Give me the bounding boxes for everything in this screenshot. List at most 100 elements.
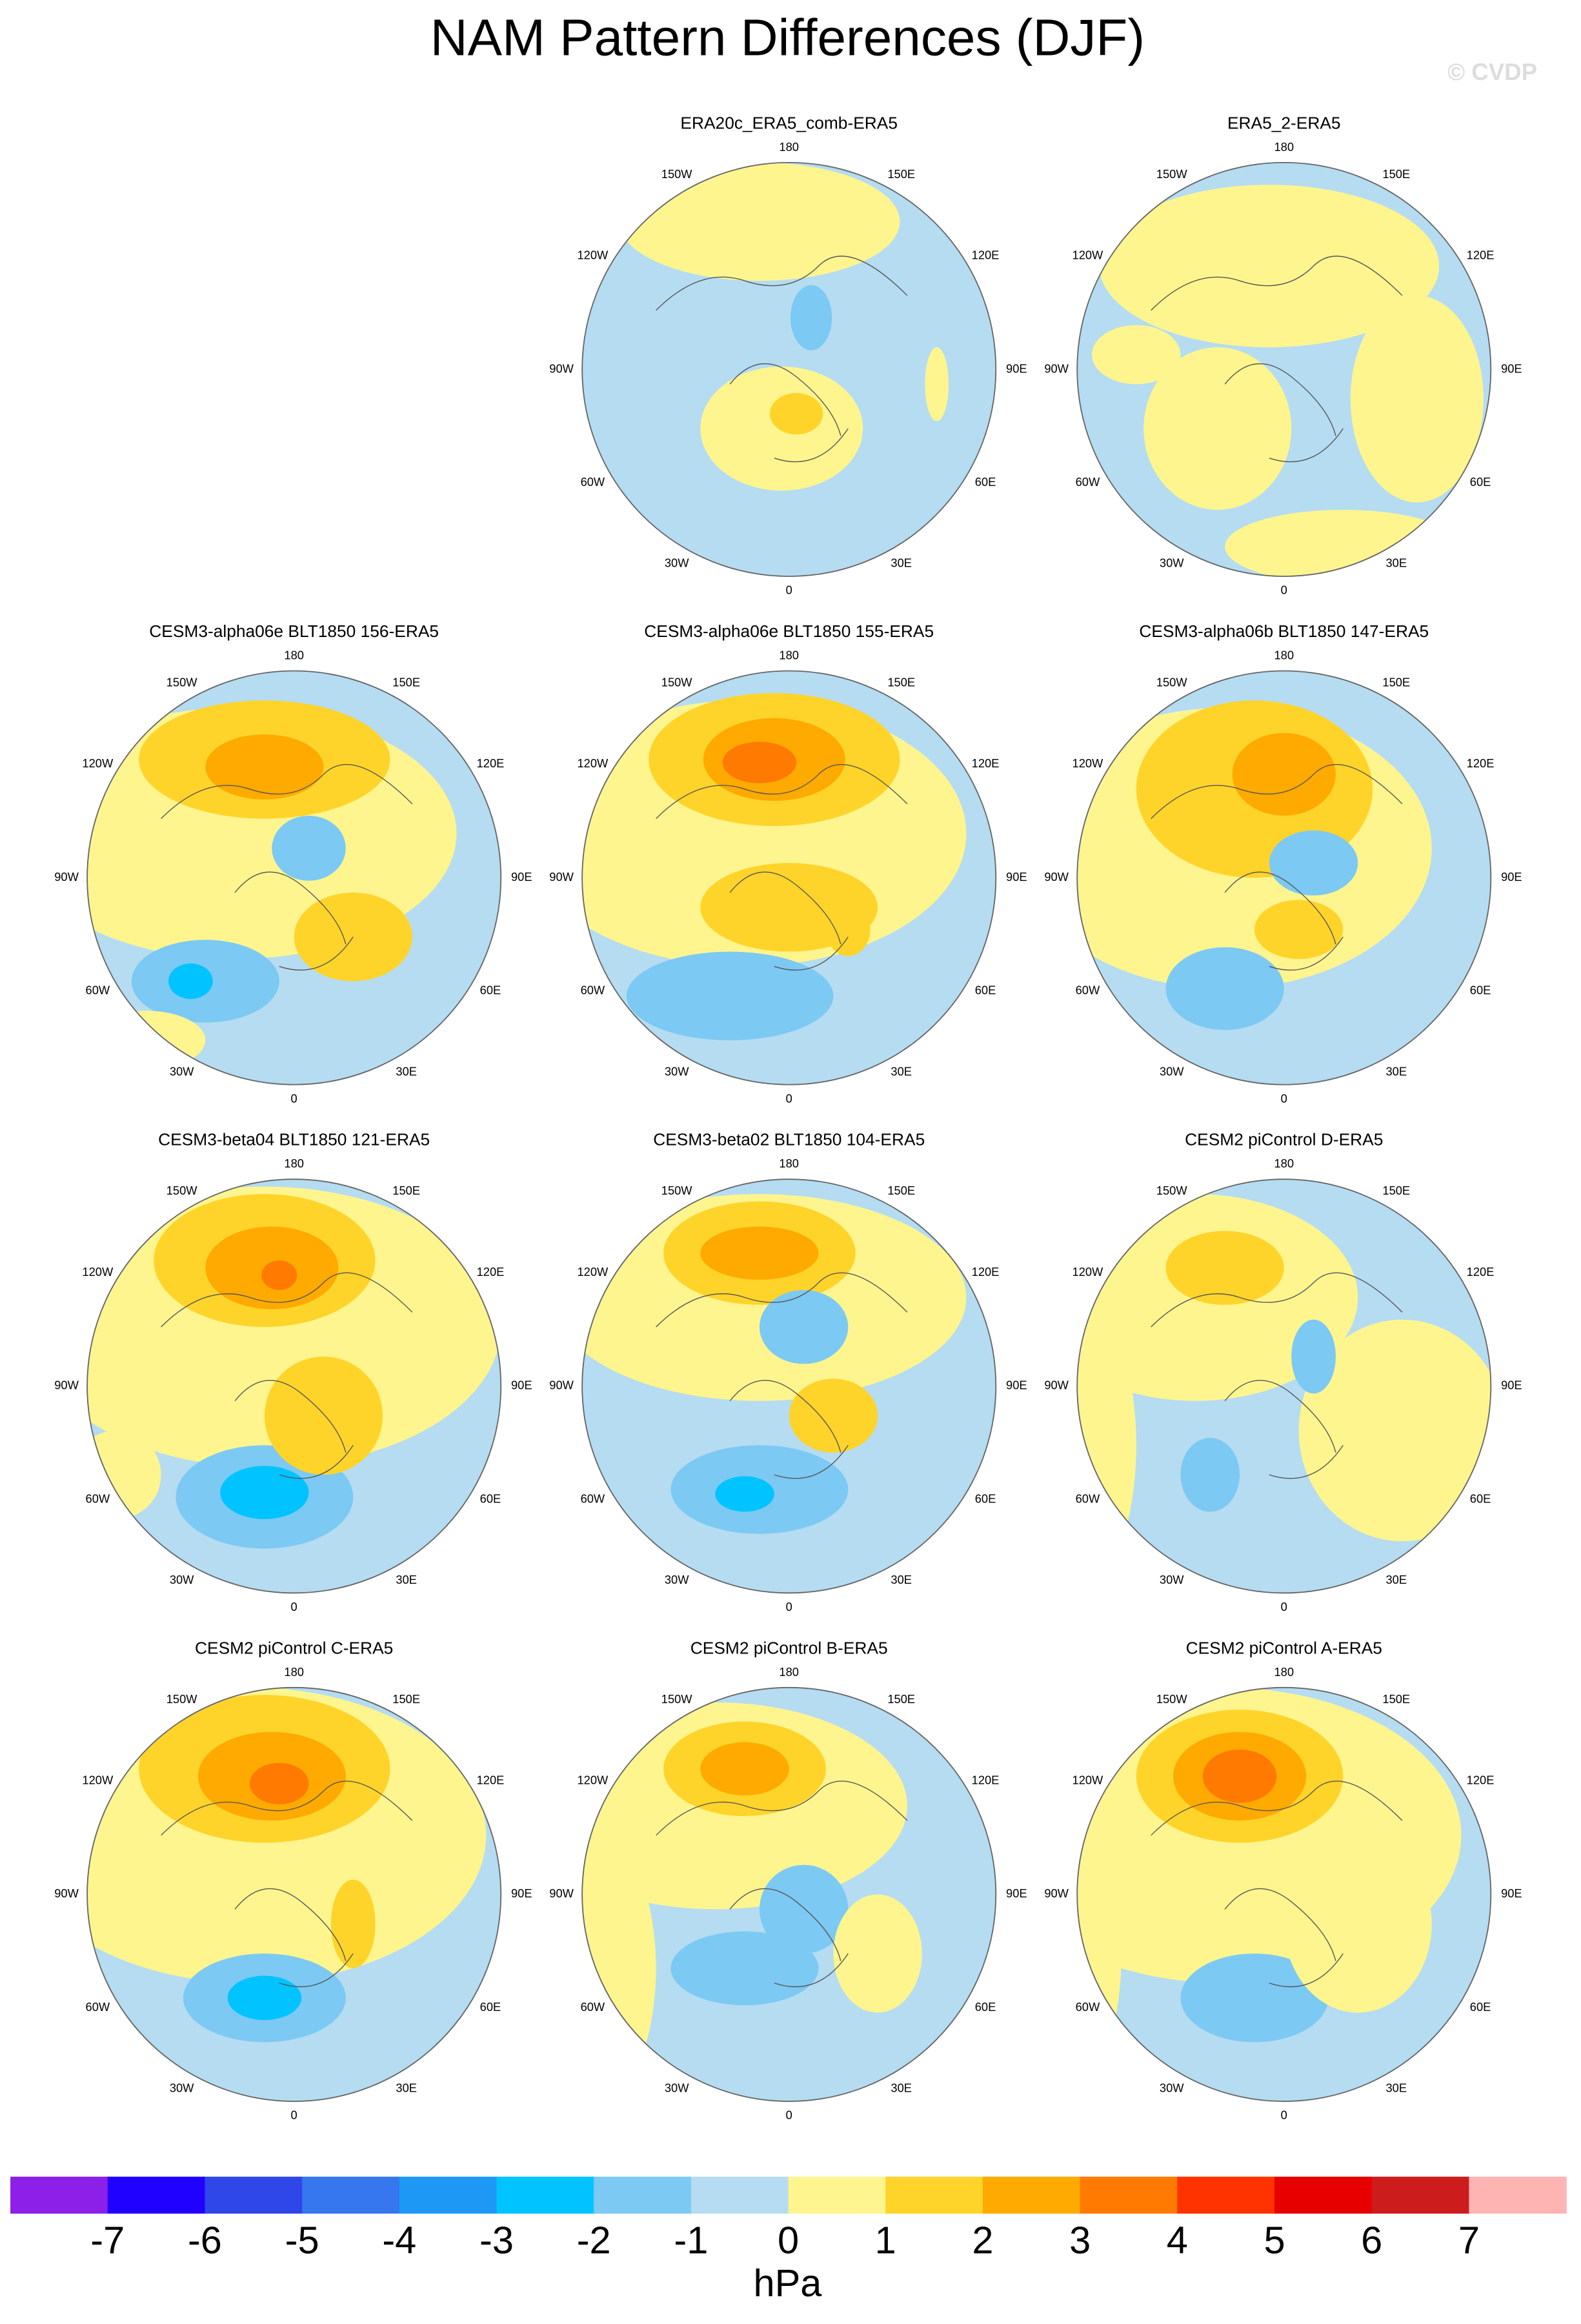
colorbar-label: -3: [479, 2218, 514, 2261]
contour-region: [833, 1894, 922, 2013]
lon-label: 0: [786, 1600, 792, 1613]
contour-region: [789, 1379, 878, 1453]
lon-label: 150W: [166, 1692, 198, 1706]
lon-label: 90E: [1501, 1379, 1522, 1392]
colorbar-box: [885, 2176, 983, 2214]
lon-label: 30E: [891, 2081, 912, 2095]
lon-label: 90W: [1044, 1886, 1069, 1900]
lon-label: 0: [1281, 2108, 1287, 2122]
lon-label: 120E: [1467, 248, 1495, 262]
map-panel: CESM3-beta02 BLT1850 104-ERA5 180 150E 120E…: [549, 1130, 1027, 1613]
lon-label: 180: [779, 1157, 799, 1170]
lon-label: 30E: [396, 1064, 417, 1078]
contour-region: [87, 1011, 206, 1070]
lon-label: 90W: [549, 361, 574, 375]
lon-label: 60W: [86, 2000, 110, 2014]
lon-label: 60W: [86, 1491, 110, 1505]
contour-region: [582, 1806, 656, 2101]
lon-label: 30E: [396, 2081, 417, 2095]
contour-region: [1092, 325, 1181, 385]
lon-label: 90W: [549, 870, 574, 884]
lon-label: 30W: [170, 1064, 194, 1078]
lon-label: 60W: [1076, 2000, 1100, 2014]
lon-label: 120E: [477, 1773, 505, 1787]
contour-region: [249, 1763, 309, 1804]
contour-region: [925, 347, 949, 421]
lon-label: 90W: [54, 1886, 79, 1900]
map-panel: CESM3-beta04 BLT1850 121-ERA5 180 150E 120E…: [54, 1130, 532, 1613]
map-panel: CESM3-alpha06e BLT1850 155-ERA5 180 150E 12…: [549, 621, 1027, 1105]
lon-label: 180: [779, 648, 799, 662]
lon-label: 30E: [891, 556, 912, 570]
contour-region: [220, 1466, 309, 1519]
contour-region: [1165, 947, 1284, 1030]
lon-label: 90E: [1501, 1886, 1522, 1900]
lon-label: 60W: [86, 984, 110, 997]
map-outline: [86, 670, 502, 1086]
lon-label: 180: [1274, 1665, 1294, 1679]
lon-label: 180: [284, 648, 304, 662]
lon-label: 30E: [891, 1064, 912, 1078]
lon-label: 60E: [1470, 984, 1491, 997]
lon-label: 180: [284, 1665, 304, 1679]
lon-label: 150E: [392, 676, 420, 689]
map-outline: [86, 1686, 502, 2102]
lon-label: 150W: [1156, 1184, 1188, 1197]
contour-region: [1291, 1319, 1336, 1394]
panel-title: CESM3-beta04 BLT1850 121-ERA5: [158, 1130, 430, 1149]
lon-label: 60E: [1470, 475, 1491, 489]
map-outline: [1076, 1178, 1492, 1594]
map-outline: [1076, 670, 1492, 1086]
colorbar-label: 0: [778, 2218, 799, 2261]
colorbar-box: [1080, 2176, 1178, 2214]
contour-region: [261, 1260, 297, 1290]
lon-label: 120E: [1467, 1773, 1495, 1787]
coastline: [1151, 256, 1403, 463]
lon-label: 60E: [480, 1491, 501, 1505]
contour-region: [1180, 1953, 1329, 2043]
contour-region: [1350, 295, 1484, 503]
contour-field: [87, 671, 501, 1085]
lon-label: 90E: [1006, 1379, 1027, 1392]
panel-title: CESM2 piControl D-ERA5: [1185, 1130, 1383, 1149]
panel-title: CESM3-alpha06e BLT1850 156-ERA5: [149, 621, 439, 641]
lon-label: 0: [291, 1600, 297, 1613]
lon-label: 120W: [82, 1773, 114, 1787]
lon-label: 90W: [549, 1379, 574, 1392]
lon-label: 60E: [480, 2000, 501, 2014]
colorbar-box: [982, 2176, 1081, 2214]
map-panel: CESM2 piControl D-ERA5 180 150E 120E 90E 60E 3…: [1044, 1130, 1522, 1613]
coastline: [1151, 1781, 1403, 1988]
contour-region: [1143, 347, 1292, 510]
contour-field: [1077, 671, 1491, 1085]
lon-label: 120W: [577, 756, 609, 770]
lon-label: 150W: [166, 676, 198, 689]
map-outline: [581, 670, 997, 1086]
contour-region: [205, 734, 324, 800]
lon-label: 150E: [392, 1692, 420, 1706]
lon-label: 60E: [480, 984, 501, 997]
lon-label: 150W: [661, 167, 693, 181]
lon-label: 150W: [166, 1184, 198, 1197]
colorbar-box: [107, 2176, 206, 2214]
lon-label: 120E: [972, 756, 1000, 770]
lon-label: 30W: [1160, 556, 1184, 570]
lon-label: 30E: [1385, 1573, 1407, 1586]
contour-field: [582, 1687, 996, 2101]
lon-label: 90E: [511, 870, 532, 884]
lon-label: 150E: [1382, 1692, 1410, 1706]
colorbar-label: -2: [577, 2218, 611, 2261]
contour-region: [1225, 509, 1462, 576]
contour-region: [619, 162, 900, 281]
panel-title: CESM2 piControl A-ERA5: [1186, 1638, 1382, 1657]
lon-label: 90E: [511, 1886, 532, 1900]
contour-field: [1077, 1687, 1491, 2101]
colorbar-label: 2: [972, 2218, 993, 2261]
lon-label: 60W: [1076, 475, 1100, 489]
coastline: [161, 1272, 413, 1479]
lon-label: 120E: [972, 1265, 1000, 1278]
map-outline: [86, 1178, 502, 1594]
lon-label: 180: [1274, 140, 1294, 154]
lon-label: 120E: [477, 756, 505, 770]
coastline: [656, 763, 908, 971]
